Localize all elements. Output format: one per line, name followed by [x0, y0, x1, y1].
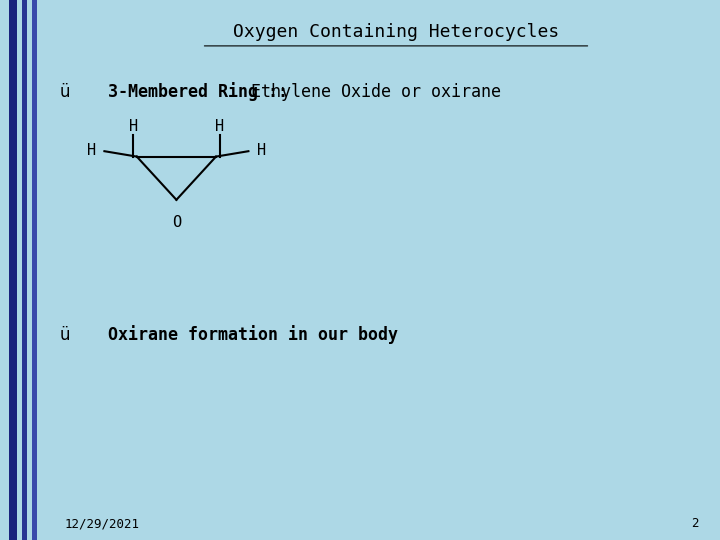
Text: ü: ü — [60, 326, 70, 344]
FancyBboxPatch shape — [32, 0, 37, 540]
Text: H: H — [257, 143, 266, 158]
Text: 2: 2 — [691, 517, 698, 530]
Text: H: H — [129, 119, 138, 134]
Text: 3-Membered Ring ::: 3-Membered Ring :: — [108, 82, 288, 102]
Text: O: O — [172, 215, 181, 230]
Text: Ethylene Oxide or oxirane: Ethylene Oxide or oxirane — [241, 83, 501, 101]
FancyBboxPatch shape — [9, 0, 17, 540]
FancyBboxPatch shape — [22, 0, 27, 540]
Text: Oxygen Containing Heterocycles: Oxygen Containing Heterocycles — [233, 23, 559, 42]
Text: H: H — [215, 119, 224, 134]
Text: 12/29/2021: 12/29/2021 — [65, 517, 140, 530]
Text: ü: ü — [60, 83, 70, 101]
Text: H: H — [87, 143, 96, 158]
Text: Oxirane formation in our body: Oxirane formation in our body — [108, 325, 398, 345]
